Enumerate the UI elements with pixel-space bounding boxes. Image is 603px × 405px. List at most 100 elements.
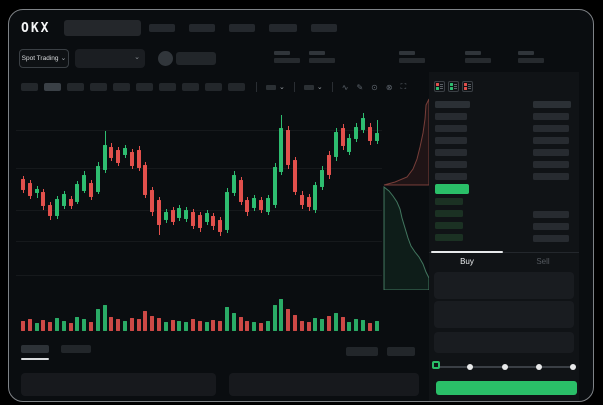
candle-body: [286, 130, 290, 165]
ask-price-row[interactable]: [435, 161, 467, 168]
toolbar-dropdown-label: [303, 84, 314, 90]
nav-item-4[interactable]: [269, 24, 297, 32]
search-input[interactable]: [64, 20, 141, 36]
market-stat-3: [399, 51, 425, 63]
candle-body: [341, 128, 345, 146]
slider-handle[interactable]: [432, 361, 440, 369]
volume-bar: [130, 318, 134, 331]
volume-bar: [69, 323, 73, 331]
book-asks-only-icon[interactable]: [462, 81, 473, 92]
volume-bar: [239, 317, 243, 331]
slider-dot[interactable]: [467, 364, 474, 370]
slider-dot[interactable]: [535, 364, 542, 370]
book-combined-icon[interactable]: [434, 81, 445, 92]
bid-price-row[interactable]: [435, 222, 463, 229]
candle-body: [96, 166, 100, 192]
volume-bar: [307, 322, 311, 331]
slider-dot[interactable]: [570, 364, 576, 370]
bid-price-row[interactable]: [435, 210, 463, 217]
book-bids-only-icon[interactable]: [448, 81, 459, 92]
icon-lines: [468, 83, 471, 90]
candle-body: [347, 138, 351, 152]
bid-amount-row: [533, 211, 569, 218]
fullscreen-icon[interactable]: ⛶: [400, 82, 407, 91]
volume-bar: [218, 321, 222, 331]
icon-lines: [454, 83, 457, 90]
volume-bar: [279, 299, 283, 331]
remove-icon[interactable]: ⊗: [385, 82, 393, 92]
coin-icon: [158, 51, 173, 66]
volume-bar: [334, 313, 338, 331]
total-field[interactable]: [434, 332, 574, 353]
volume-bar: [313, 318, 317, 331]
candle-body: [266, 198, 270, 212]
interval-pill-2[interactable]: [44, 83, 61, 91]
interval-pill-7[interactable]: [159, 83, 176, 91]
interval-pill-6[interactable]: [136, 83, 153, 91]
volume-bar: [191, 319, 195, 331]
depth-chart[interactable]: [383, 95, 429, 290]
market-stat-4: [465, 51, 491, 63]
bid-price-row[interactable]: [435, 198, 463, 205]
ask-price-row[interactable]: [435, 149, 467, 156]
interval-pill-1[interactable]: [21, 83, 38, 91]
chart-gridline: [16, 275, 382, 276]
amount-field[interactable]: [434, 301, 574, 328]
ask-price-row[interactable]: [435, 173, 467, 180]
buy-button[interactable]: [436, 381, 577, 395]
ask-price-row[interactable]: [435, 113, 467, 120]
ask-amount-row: [533, 125, 569, 132]
magnifier-icon[interactable]: ⊙: [371, 82, 378, 92]
volume-bar: [341, 317, 345, 331]
volume-bar: [286, 309, 290, 331]
market-stat-5: [518, 51, 544, 63]
price-field[interactable]: [434, 272, 574, 299]
volume-bar: [252, 322, 256, 331]
nav-item-5[interactable]: [311, 24, 337, 32]
toolbar-dropdown-2[interactable]: ⌄: [303, 84, 323, 91]
candle-body: [62, 194, 66, 206]
interval-pill-9[interactable]: [205, 83, 222, 91]
interval-pill-4[interactable]: [90, 83, 107, 91]
bid-price-row[interactable]: [435, 234, 463, 241]
nav-item-2[interactable]: [189, 24, 215, 32]
interval-pill-10[interactable]: [228, 83, 245, 91]
volume-bar: [273, 305, 277, 331]
toolbar-dropdown-label: [266, 84, 276, 90]
toolbar-dropdown-1[interactable]: ⌄: [266, 84, 285, 91]
tab-sell[interactable]: Sell: [536, 257, 550, 266]
tab-buy[interactable]: Buy: [460, 257, 474, 266]
icon-colorbar: [436, 83, 439, 90]
orders-tab-inactive[interactable]: [61, 345, 91, 353]
volume-bar: [55, 318, 59, 331]
volume-bar: [89, 322, 93, 331]
candle-body: [198, 215, 202, 228]
orders-tab-active[interactable]: [21, 345, 49, 353]
candle-body: [35, 189, 39, 193]
last-price-row[interactable]: [435, 184, 469, 194]
market-type-dropdown[interactable]: Spot Trading ⌄: [19, 49, 69, 68]
interval-pill-8[interactable]: [182, 83, 199, 91]
interval-pill-3[interactable]: [67, 83, 84, 91]
orderbook-panel: Buy Sell: [429, 72, 579, 401]
wave-line-icon[interactable]: ∿: [341, 82, 349, 92]
volume-bar: [137, 319, 141, 331]
icon-colorbar: [464, 83, 467, 90]
chevron-down-icon: ⌄: [134, 54, 140, 61]
candlestick-chart[interactable]: [16, 95, 382, 340]
chart-footer-pill-2[interactable]: [387, 347, 415, 356]
volume-bar: [225, 307, 229, 331]
nav-item-3[interactable]: [229, 24, 255, 32]
ask-price-row[interactable]: [435, 137, 467, 144]
candle-body: [69, 199, 73, 206]
nav-item-1[interactable]: [149, 24, 175, 32]
volume-bar: [103, 305, 107, 331]
pair-select-dropdown[interactable]: ⌄: [75, 49, 145, 68]
ask-price-row[interactable]: [435, 125, 467, 132]
pencil-draw-icon[interactable]: ✎: [356, 82, 364, 92]
tab-divider: [429, 252, 579, 253]
interval-pill-5[interactable]: [113, 83, 130, 91]
chart-footer-pill-1[interactable]: [346, 347, 378, 356]
slider-dot[interactable]: [501, 364, 508, 370]
candle-body: [191, 212, 195, 226]
